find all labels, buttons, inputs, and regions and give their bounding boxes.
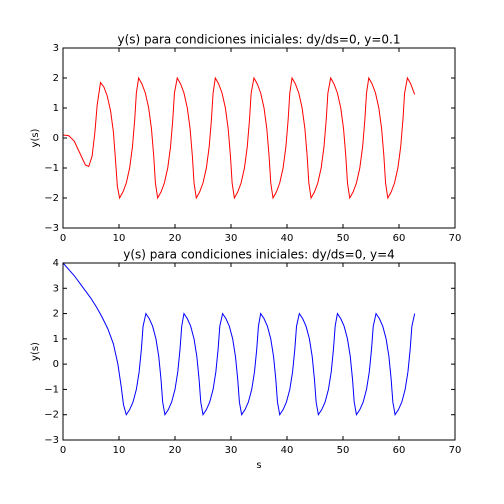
x-tick-label: 20 xyxy=(169,445,182,456)
y-tick-label: −3 xyxy=(44,435,59,446)
x-tick-label: 40 xyxy=(281,233,294,244)
data-line xyxy=(62,76,416,200)
y-tick-label: 3 xyxy=(53,43,59,54)
x-tick-label: 50 xyxy=(337,445,350,456)
data-line xyxy=(62,262,416,417)
y-tick-label: 1 xyxy=(53,334,59,345)
plot-area xyxy=(63,48,455,228)
x-tick-label: 70 xyxy=(449,233,462,244)
x-tick-label: 60 xyxy=(393,233,406,244)
x-tick-label: 40 xyxy=(281,445,294,456)
y-tick-label: 2 xyxy=(53,73,59,84)
y-tick-label: 1 xyxy=(53,103,59,114)
y-axis-label: y(s) xyxy=(30,342,41,361)
y-tick-label: 0 xyxy=(53,359,59,370)
y-tick-label: 0 xyxy=(53,133,59,144)
plot-area xyxy=(63,263,455,440)
chart-title: y(s) para condiciones iniciales: dy/ds=0… xyxy=(117,33,400,47)
x-tick-label: 20 xyxy=(169,233,182,244)
y-tick-label: 3 xyxy=(53,283,59,294)
x-tick-label: 60 xyxy=(393,445,406,456)
plot-frame xyxy=(62,262,456,441)
y-tick-label: −2 xyxy=(44,193,59,204)
y-tick-label: 2 xyxy=(53,309,59,320)
x-tick-label: 0 xyxy=(60,445,66,456)
x-tick-label: 30 xyxy=(225,233,238,244)
x-tick-label: 0 xyxy=(60,233,66,244)
x-axis-label: s xyxy=(256,460,261,471)
x-tick-label: 70 xyxy=(449,445,462,456)
y-tick-label: −1 xyxy=(44,384,59,395)
y-axis-label: y(s) xyxy=(30,128,41,147)
y-tick-label: 4 xyxy=(53,258,59,269)
x-tick-label: 10 xyxy=(113,233,126,244)
x-tick-label: 10 xyxy=(113,445,126,456)
y-tick-label: −3 xyxy=(44,223,59,234)
x-tick-label: 50 xyxy=(337,233,350,244)
x-tick-label: 30 xyxy=(225,445,238,456)
y-tick-label: −1 xyxy=(44,163,59,174)
y-tick-label: −2 xyxy=(44,410,59,421)
chart-title: y(s) para condiciones iniciales: dy/ds=0… xyxy=(123,248,395,262)
